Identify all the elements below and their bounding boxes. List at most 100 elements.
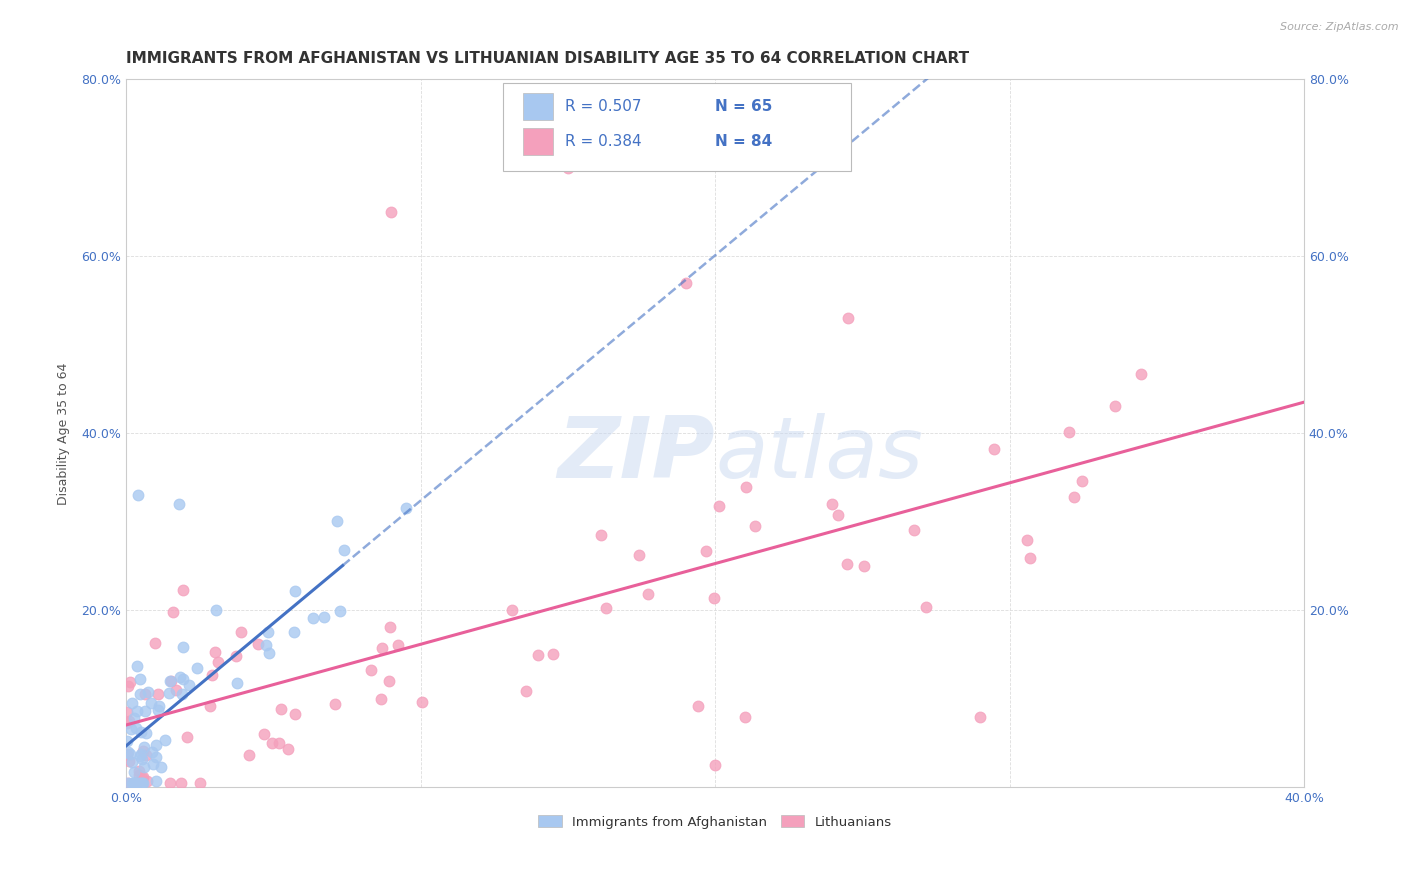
Point <box>704 758 727 772</box>
Point <box>246 637 269 651</box>
Point <box>143 636 166 650</box>
Point <box>332 543 354 558</box>
Point <box>117 776 139 790</box>
Point <box>188 776 211 790</box>
Point <box>127 776 149 790</box>
Point <box>125 776 148 790</box>
Point <box>380 205 402 219</box>
Point <box>167 497 190 511</box>
Point <box>132 744 155 758</box>
Point <box>1130 367 1153 381</box>
Point <box>136 685 159 699</box>
Point <box>135 774 157 789</box>
Point <box>325 514 347 528</box>
Point <box>169 669 191 683</box>
Point <box>257 646 280 660</box>
Point <box>821 497 844 511</box>
Point <box>172 640 194 655</box>
Point <box>595 601 617 615</box>
Point <box>225 648 247 663</box>
Point <box>131 776 153 790</box>
Point <box>117 680 139 694</box>
Point <box>557 161 579 175</box>
Legend: Immigrants from Afghanistan, Lithuanians: Immigrants from Afghanistan, Lithuanians <box>533 810 897 834</box>
Point <box>128 768 150 782</box>
Point <box>118 747 141 761</box>
Point <box>129 672 152 686</box>
Point <box>129 747 152 761</box>
Point <box>134 687 156 701</box>
Point <box>179 678 201 692</box>
Point <box>145 750 167 764</box>
Point <box>118 754 141 768</box>
Point <box>172 583 194 598</box>
Point <box>238 748 260 763</box>
Point <box>157 686 180 700</box>
Point <box>134 739 156 754</box>
Point <box>983 442 1005 456</box>
Point <box>117 745 139 759</box>
Point <box>198 698 221 713</box>
Point <box>914 599 936 614</box>
Point <box>120 722 142 736</box>
Point <box>686 699 709 714</box>
Point <box>124 776 146 790</box>
Point <box>207 655 229 669</box>
Point <box>135 748 157 763</box>
Point <box>146 687 169 701</box>
Point <box>118 714 141 728</box>
Point <box>312 609 335 624</box>
Point <box>122 765 145 780</box>
Point <box>162 605 184 619</box>
Point <box>127 488 149 502</box>
Point <box>515 684 537 698</box>
Point <box>125 776 148 790</box>
Point <box>142 756 165 771</box>
Point <box>117 776 139 790</box>
Point <box>269 736 291 750</box>
Point <box>628 548 651 562</box>
Point <box>131 752 153 766</box>
Point <box>837 311 859 326</box>
Point <box>371 640 394 655</box>
Point <box>125 722 148 736</box>
Point <box>591 527 613 541</box>
Point <box>159 776 181 790</box>
Point <box>827 508 849 523</box>
Point <box>1070 474 1092 488</box>
Point <box>969 709 991 723</box>
Text: N = 65: N = 65 <box>716 99 772 114</box>
Point <box>323 698 346 712</box>
Point <box>1057 425 1080 439</box>
Point <box>253 727 276 741</box>
Point <box>118 674 141 689</box>
Point <box>115 747 138 761</box>
Text: R = 0.507: R = 0.507 <box>565 99 643 114</box>
Point <box>148 699 170 714</box>
Point <box>141 696 163 710</box>
Point <box>541 647 564 661</box>
Point <box>837 557 859 571</box>
FancyBboxPatch shape <box>503 83 851 171</box>
Point <box>205 603 228 617</box>
Point <box>370 691 392 706</box>
Point <box>387 638 409 652</box>
Bar <box>523 93 553 120</box>
Point <box>744 518 766 533</box>
Point <box>115 734 138 748</box>
Point <box>159 673 181 688</box>
Text: R = 0.384: R = 0.384 <box>565 134 643 149</box>
Text: N = 84: N = 84 <box>716 134 772 149</box>
Point <box>1018 551 1040 566</box>
Point <box>132 770 155 784</box>
Point <box>277 741 299 756</box>
Point <box>122 776 145 790</box>
Point <box>115 715 138 730</box>
Point <box>254 638 277 652</box>
Point <box>283 583 305 598</box>
Point <box>1017 533 1039 548</box>
Point <box>329 604 352 618</box>
Point <box>1104 399 1126 413</box>
Point <box>160 674 183 689</box>
Point <box>411 695 433 709</box>
